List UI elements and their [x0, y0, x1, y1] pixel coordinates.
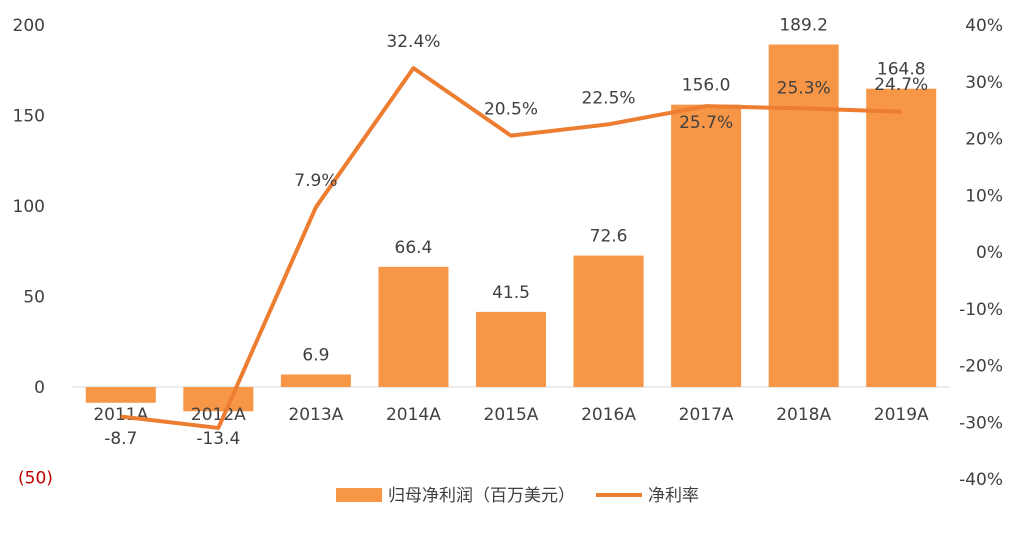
right-tick-label: -20% [959, 357, 1003, 377]
left-tick-label: 0 [34, 378, 45, 398]
right-axis: -40% -30% -20% -10% 0% 10% 20% 30% 40% [959, 16, 1003, 490]
bar-data-label: 6.9 [302, 346, 329, 366]
right-tick-label: -40% [959, 470, 1003, 490]
right-tick-label: -10% [959, 300, 1003, 320]
bar [476, 311, 546, 387]
left-axis: (50) 0 50 100 150 200 [13, 16, 53, 489]
right-tick-label: 0% [976, 243, 1003, 263]
bar-data-labels: -8.7 -13.4 6.9 66.4 41.5 72.6 156.0 189.2 164.8 [104, 16, 925, 449]
bar-data-label: 72.6 [590, 227, 628, 247]
right-tick-label: 10% [965, 186, 1003, 206]
bar [183, 387, 254, 412]
right-tick-label: 20% [965, 130, 1003, 150]
line-data-label: 25.3% [777, 78, 831, 98]
left-tick-label: (50) [18, 469, 53, 489]
line-path [120, 66, 902, 430]
category-label: 2011A [93, 405, 148, 425]
category-label: 2019A [874, 405, 929, 425]
legend-swatch-bars [336, 488, 382, 502]
line-data-label: 22.5% [582, 88, 636, 108]
category-labels: 2011A 2012A 2013A 2014A 2015A 2016A 2017A 2018A… [93, 405, 929, 425]
category-label: 2012A [191, 405, 246, 425]
legend-label-line: 净利率 [648, 486, 699, 506]
bar [378, 266, 449, 387]
line-data-label: 24.7% [874, 75, 928, 95]
right-tick-label: 30% [965, 73, 1003, 93]
bar [85, 387, 156, 403]
right-tick-label: 40% [965, 16, 1003, 36]
bar-data-label: -8.7 [104, 429, 137, 449]
category-label: 2016A [581, 405, 636, 425]
bar-data-label: 41.5 [492, 283, 530, 303]
line-data-label: 25.7% [679, 113, 733, 133]
line-data-label: 20.5% [484, 100, 538, 120]
line-series [120, 66, 902, 430]
line-data-label: 7.9% [294, 171, 337, 191]
left-tick-label: 200 [13, 16, 45, 36]
category-label: 2014A [386, 405, 441, 425]
bar [768, 44, 839, 387]
legend-label-bars: 归母净利润（百万美元） [388, 486, 575, 506]
category-label: 2018A [776, 405, 831, 425]
bar [573, 255, 644, 387]
category-label: 2013A [288, 405, 343, 425]
bar-series [85, 44, 937, 412]
bar [866, 88, 937, 387]
bar-data-label: -13.4 [196, 429, 240, 449]
left-tick-label: 150 [13, 107, 45, 127]
legend: 归母净利润（百万美元） 净利率 [336, 486, 699, 506]
left-tick-label: 50 [23, 288, 45, 308]
left-tick-label: 100 [13, 197, 45, 217]
bar-data-label: 189.2 [779, 16, 828, 36]
category-label: 2015A [484, 405, 539, 425]
line-data-label: 32.4% [386, 32, 440, 52]
category-label: 2017A [679, 405, 734, 425]
right-tick-label: -30% [959, 413, 1003, 433]
bar-data-label: 66.4 [395, 238, 433, 258]
line-data-labels: 7.9% 32.4% 20.5% 22.5% 25.7% 25.3% 24.7% [294, 32, 928, 191]
bar [671, 104, 742, 387]
bar-data-label: 156.0 [682, 76, 731, 96]
bar-data-label: 164.8 [877, 60, 926, 80]
bar [280, 374, 351, 387]
